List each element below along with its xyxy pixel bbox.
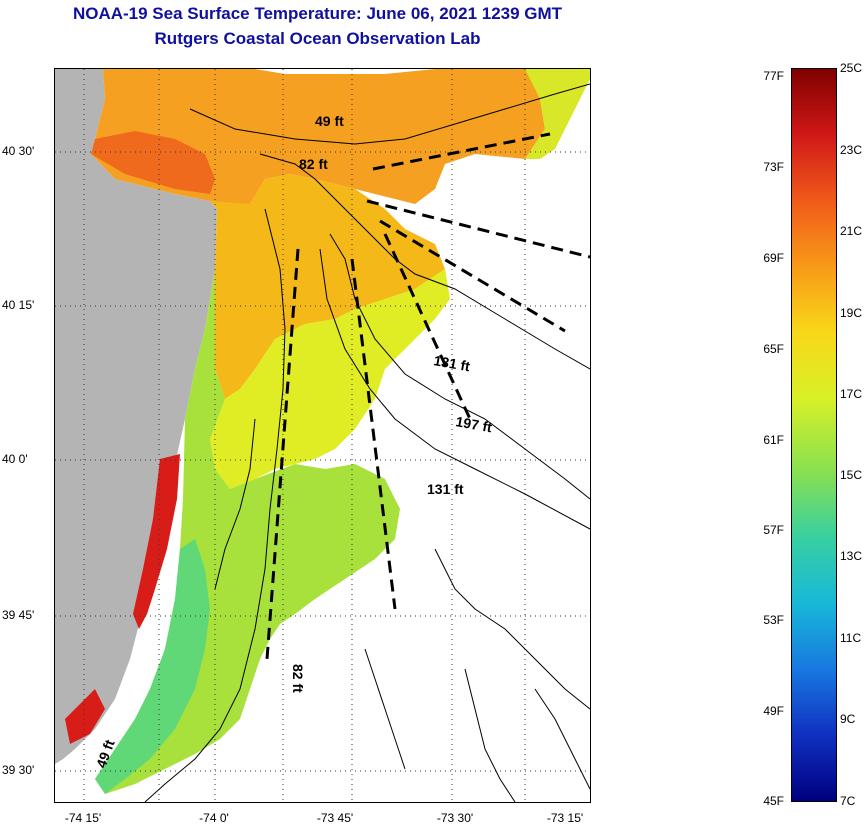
colorbar-c-label: 9C — [840, 712, 856, 726]
lon-label-73-45: -73 45' — [316, 811, 354, 825]
lat-label-40-00: 40 0' — [2, 452, 28, 466]
depth-label-131ft-east: 131 ft — [432, 352, 471, 374]
colorbar-c-label: 7C — [840, 794, 856, 808]
colorbar-f-label: 65F — [763, 342, 784, 356]
colorbar-f-label: 45F — [763, 794, 784, 808]
colorbar-f-label: 49F — [763, 704, 784, 718]
sst-patch-cool-nearshore — [95, 539, 210, 794]
sst-map-canvas: 49 ft 82 ft 131 ft 197 ft 131 ft 82 ft 4… — [55, 69, 590, 802]
lon-label-73-30: -73 30' — [436, 811, 474, 825]
colorbar-f-label: 73F — [763, 160, 784, 174]
graticule — [55, 69, 590, 802]
depth-label-49ft-north: 49 ft — [315, 113, 344, 129]
sst-patch-orange-shelf — [210, 174, 445, 399]
lat-label-39-30: 39 30' — [2, 763, 35, 777]
depth-label-131ft-south: 131 ft — [427, 481, 464, 497]
colorbar-c-label: 13C — [840, 549, 863, 563]
map-subtitle: Rutgers Coastal Ocean Observation Lab — [154, 29, 481, 48]
sst-patch-yellow — [210, 269, 450, 489]
colorbar-c-label: 21C — [840, 224, 863, 238]
lat-label-39-45: 39 45' — [2, 608, 35, 622]
colorbar-c-label: 23C — [840, 143, 863, 157]
map-title: NOAA-19 Sea Surface Temperature: June 06… — [72, 4, 563, 23]
sst-map: 49 ft 82 ft 131 ft 197 ft 131 ft 82 ft 4… — [54, 68, 591, 803]
temperature-colorbar — [791, 68, 837, 802]
colorbar-f-label: 61F — [763, 433, 784, 447]
colorbar-f-label: 57F — [763, 523, 784, 537]
colorbar-c-label: 17C — [840, 387, 863, 401]
colorbar-c-label: 15C — [840, 468, 863, 482]
colorbar-c-label: 11C — [840, 631, 862, 645]
colorbar-f-label: 77F — [763, 69, 784, 83]
lat-label-40-30: 40 30' — [2, 144, 35, 158]
shipping-lanes — [265, 132, 590, 660]
lon-label-73-15: -73 15' — [546, 811, 584, 825]
lon-label-74-00: -74 0' — [199, 811, 229, 825]
land-new-jersey — [55, 69, 217, 764]
sst-patch-red-bays — [133, 454, 180, 629]
lon-label-74-15: -74 15' — [64, 811, 102, 825]
depth-label-82ft-north: 82 ft — [299, 156, 328, 172]
bathymetry-contours — [144, 83, 590, 802]
colorbar-c-label: 25C — [840, 61, 863, 75]
colorbar-c-label: 19C — [840, 306, 863, 320]
depth-label-197ft: 197 ft — [454, 413, 493, 435]
sst-patch-hot-coast — [91, 131, 215, 194]
sst-patch-red-south — [65, 689, 105, 744]
colorbar-f-label: 69F — [763, 251, 784, 265]
depth-label-82ft-south: 82 ft — [290, 664, 306, 693]
lat-label-40-15: 40 15' — [2, 298, 35, 312]
colorbar-f-label: 53F — [763, 613, 784, 627]
